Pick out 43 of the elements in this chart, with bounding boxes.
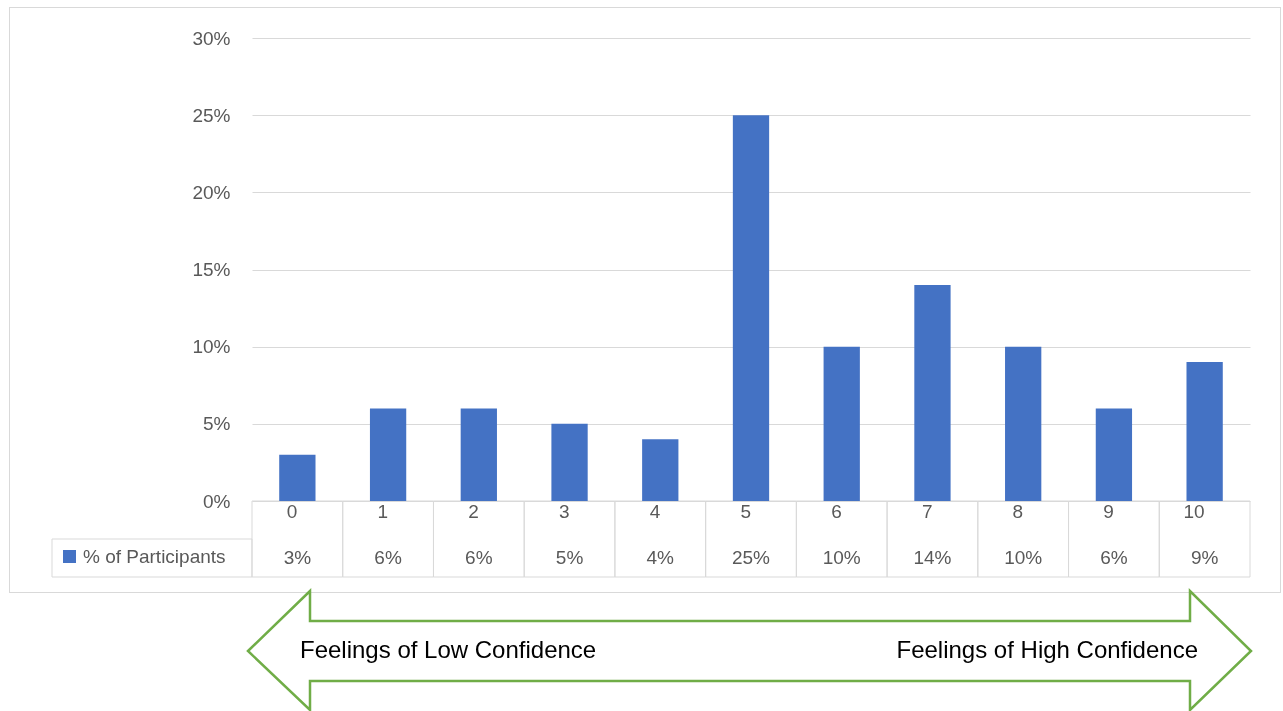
y-tick-label: 25% [192,104,231,126]
x-tick-label: 10 [1183,500,1205,522]
data-label: 6% [374,547,402,568]
bar [1005,346,1042,501]
x-tick-label: 5 [740,500,751,522]
y-tick-label: 5% [203,413,231,435]
x-tick-label: 1 [377,500,389,522]
x-tick-label: 7 [921,500,933,522]
bar [642,439,679,501]
x-tick-label: 9 [1103,500,1114,522]
x-tick-label: 0 [286,500,298,522]
y-tick-label: 10% [192,336,231,358]
bar [1095,408,1133,501]
data-label: 5% [555,547,584,568]
bar [914,284,951,501]
bar [1186,362,1223,501]
y-tick-label: 30% [192,27,231,49]
bar [460,408,497,501]
data-label: 14% [913,547,952,568]
data-label: 6% [1100,547,1128,568]
bar [279,454,316,501]
x-tick-label: 2 [468,500,479,522]
data-label: 10% [1004,547,1043,568]
text: Feelings of Low Confidence [300,636,597,664]
x-tick-label: 3 [558,500,570,522]
y-tick-label: 15% [192,259,231,280]
data-label: 6% [465,547,493,568]
x-tick-label: 8 [1012,500,1024,522]
data-label: 9% [1190,547,1219,568]
x-tick-label: 4 [649,500,661,522]
y-tick-label: 20% [192,181,231,203]
y-tick-label: 0% [203,490,231,512]
bar [823,346,860,501]
data-label: 3% [283,547,312,568]
bar [732,115,770,501]
text: Feelings of High Confidence [896,636,1198,664]
data-label: 25% [731,547,771,568]
x-tick-label: 6 [831,500,842,522]
bar [369,408,407,501]
bar [551,423,588,501]
data-label: 10% [822,547,861,568]
data-label: 4% [646,547,675,568]
legend-label: % of Participants [83,545,226,567]
